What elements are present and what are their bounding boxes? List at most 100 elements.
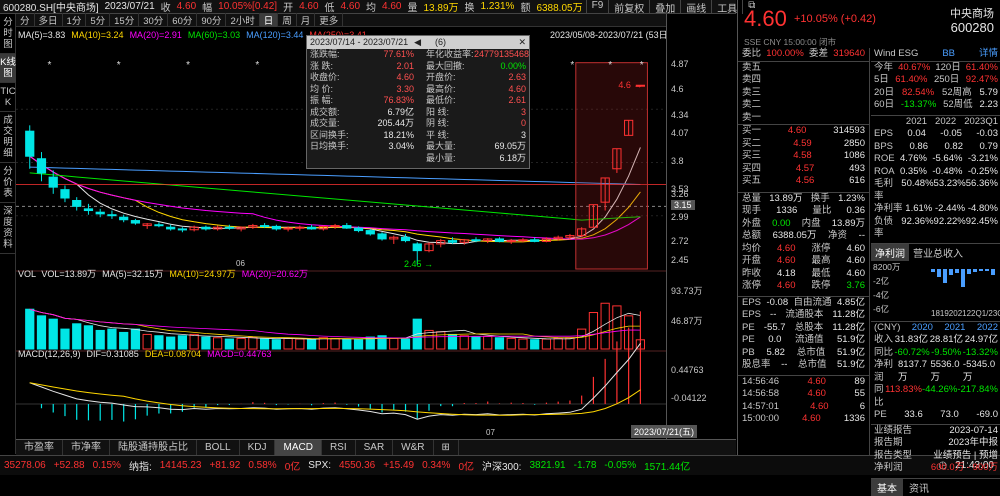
profit-tab[interactable]: 营业总收入 xyxy=(913,248,963,260)
ask-row[interactable]: 卖五 xyxy=(738,62,869,75)
candle[interactable] xyxy=(436,240,446,245)
candle[interactable] xyxy=(224,226,234,229)
indicator-tab[interactable]: 市盈率 xyxy=(16,440,63,455)
candle[interactable] xyxy=(248,225,258,228)
left-tab[interactable]: 深度资料 xyxy=(0,203,16,254)
candle[interactable] xyxy=(95,211,105,215)
candle[interactable] xyxy=(353,227,364,232)
add-tab-icon[interactable]: ⊞ xyxy=(434,440,459,455)
candle[interactable] xyxy=(271,225,281,230)
candle[interactable] xyxy=(306,226,317,230)
candle[interactable] xyxy=(177,228,188,231)
candle[interactable] xyxy=(400,236,411,242)
tool-button[interactable]: 工具 xyxy=(711,0,742,15)
period-tab[interactable]: 多日 xyxy=(35,13,63,27)
candle[interactable] xyxy=(494,238,505,242)
candle[interactable] xyxy=(553,236,563,240)
right-tab[interactable]: 基本 xyxy=(871,478,903,496)
candle[interactable] xyxy=(236,226,246,230)
candle[interactable] xyxy=(72,200,82,207)
candle[interactable] xyxy=(342,225,352,229)
indicator-tab[interactable]: 市净率 xyxy=(63,440,110,455)
candle[interactable] xyxy=(377,233,387,240)
right-tab[interactable]: 资讯 xyxy=(909,483,929,495)
ask-row[interactable]: 卖三 xyxy=(738,87,869,100)
period-tab[interactable]: 60分 xyxy=(168,13,198,27)
candle[interactable] xyxy=(330,225,340,228)
ask-row[interactable]: 卖一 xyxy=(738,112,869,125)
period-tab[interactable]: 分 xyxy=(16,13,35,27)
left-tab[interactable]: 成交明细 xyxy=(0,112,16,163)
period-tab[interactable]: 日 xyxy=(259,13,279,27)
period-tab[interactable]: 2小时 xyxy=(226,13,260,27)
indicator-tab[interactable]: BOLL xyxy=(197,440,240,455)
period-tab[interactable]: 90分 xyxy=(197,13,227,27)
candle[interactable] xyxy=(389,236,399,240)
candle[interactable] xyxy=(506,240,516,243)
candle[interactable] xyxy=(541,238,552,242)
candle[interactable] xyxy=(471,239,481,242)
candle[interactable] xyxy=(83,208,94,212)
indicator-tab[interactable]: RSI xyxy=(322,440,356,455)
range-highlight[interactable] xyxy=(575,62,648,270)
candle[interactable] xyxy=(213,226,223,230)
close-icon[interactable]: ✕ xyxy=(518,37,526,47)
event-marker-icon[interactable]: * xyxy=(186,60,190,71)
candle[interactable] xyxy=(166,226,176,230)
candle[interactable] xyxy=(600,177,610,203)
event-marker-icon[interactable]: * xyxy=(117,60,121,71)
period-tab[interactable]: 周 xyxy=(278,13,297,27)
period-tab[interactable]: 更多 xyxy=(315,13,344,27)
event-marker-icon[interactable]: * xyxy=(640,60,644,71)
left-tab[interactable]: TICK xyxy=(0,83,16,112)
period-tab[interactable]: 1分 xyxy=(63,13,87,27)
event-marker-icon[interactable]: * xyxy=(255,60,259,71)
bid-row[interactable]: 买三 4.58 1086 xyxy=(738,150,869,163)
period-tab[interactable]: 5分 xyxy=(86,13,111,27)
candle[interactable] xyxy=(130,220,141,224)
indicator-tab[interactable]: KDJ xyxy=(240,440,276,455)
candle[interactable] xyxy=(189,226,199,231)
tool-button[interactable]: 画线 xyxy=(680,0,711,15)
event-marker-icon[interactable]: * xyxy=(48,60,52,71)
period-tab[interactable]: 30分 xyxy=(139,13,169,27)
bid-row[interactable]: 买五 4.56 616 xyxy=(738,175,869,188)
candle[interactable] xyxy=(154,224,164,227)
candle[interactable] xyxy=(412,243,422,252)
candle[interactable] xyxy=(107,214,117,217)
indicator-tab[interactable]: 陆股通持股占比 xyxy=(110,440,197,455)
profit-tab[interactable]: 净利润 xyxy=(871,243,909,261)
tool-button[interactable]: F9 xyxy=(585,0,609,14)
candle[interactable] xyxy=(283,227,293,230)
event-marker-icon[interactable]: * xyxy=(570,60,574,71)
candle[interactable] xyxy=(588,204,599,228)
candle[interactable] xyxy=(295,226,305,229)
candle[interactable] xyxy=(318,225,328,230)
prev-icon[interactable]: ◀ xyxy=(414,37,422,47)
event-marker-icon[interactable]: * xyxy=(608,60,612,71)
period-tab[interactable]: 月 xyxy=(297,13,316,27)
tool-button[interactable]: 前复权 xyxy=(608,0,649,15)
candle[interactable] xyxy=(635,84,645,87)
candle[interactable] xyxy=(424,243,434,252)
candle[interactable] xyxy=(447,240,458,243)
window-restore-icon[interactable]: ⧉ xyxy=(742,0,760,14)
left-tab[interactable]: 分时图 xyxy=(0,14,16,54)
left-tab[interactable]: 分价表 xyxy=(0,163,16,203)
tool-button[interactable]: 叠加 xyxy=(649,0,680,15)
candle[interactable] xyxy=(365,230,375,235)
candle[interactable] xyxy=(530,239,540,242)
candle[interactable] xyxy=(119,216,129,221)
candle[interactable] xyxy=(483,238,493,242)
period-tab[interactable]: 15分 xyxy=(110,13,140,27)
candle[interactable] xyxy=(142,223,152,227)
indicator-tab[interactable]: MACD xyxy=(275,440,322,455)
candle[interactable] xyxy=(48,176,58,188)
left-tab[interactable]: K线图 xyxy=(0,54,16,83)
candle[interactable] xyxy=(60,189,70,199)
indicator-tab[interactable]: SAR xyxy=(356,440,394,455)
candle[interactable] xyxy=(36,158,47,174)
candle[interactable] xyxy=(259,225,270,228)
bid-row[interactable]: 买四 4.57 493 xyxy=(738,163,869,176)
ask-row[interactable]: 卖四 xyxy=(738,74,869,87)
